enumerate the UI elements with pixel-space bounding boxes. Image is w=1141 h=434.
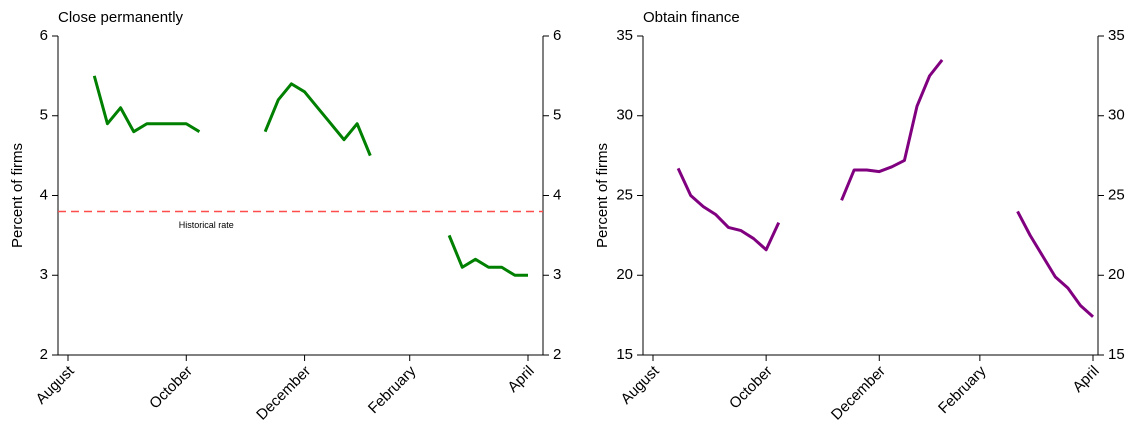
y-tick-label: 35 (616, 27, 633, 44)
y-tick-label: 4 (553, 186, 561, 203)
y-tick-label: 4 (40, 186, 48, 203)
y-axis-label: Percent of firms (594, 143, 611, 248)
y-axis-label: Percent of firms (9, 143, 26, 248)
x-tick-label: December (828, 363, 889, 424)
y-tick-label: 2 (40, 346, 48, 363)
x-tick-label: October (726, 363, 776, 413)
y-tick-label: 5 (40, 107, 48, 124)
y-tick-label: 3 (553, 266, 561, 283)
x-tick-label: October (146, 363, 196, 413)
x-tick-label: December (253, 363, 314, 424)
y-tick-label: 35 (1108, 27, 1125, 44)
chart-title: Close permanently (58, 9, 184, 26)
line-series (676, 58, 1094, 318)
y-tick-label: 25 (616, 186, 633, 203)
y-tick-label: 20 (616, 266, 633, 283)
y-tick-label: 30 (616, 107, 633, 124)
y-tick-label: 3 (40, 266, 48, 283)
y-tick-label: 6 (553, 27, 561, 44)
y-tick-label: 6 (40, 27, 48, 44)
x-tick-label: April (1069, 363, 1102, 396)
y-tick-label: 15 (616, 346, 633, 363)
x-tick-label: February (935, 362, 990, 417)
x-tick-label: August (33, 362, 79, 408)
y-tick-label: 15 (1108, 346, 1125, 363)
reference-label: Historical rate (179, 220, 234, 230)
y-tick-label: 25 (1108, 186, 1125, 203)
x-tick-label: August (618, 362, 664, 408)
line-series (92, 75, 528, 277)
x-tick-label: April (504, 363, 537, 396)
y-tick-label: 30 (1108, 107, 1125, 124)
chart-title: Obtain finance (643, 9, 740, 26)
y-tick-label: 5 (553, 107, 561, 124)
y-tick-label: 2 (553, 346, 561, 363)
y-tick-label: 20 (1108, 266, 1125, 283)
x-tick-label: February (365, 362, 420, 417)
